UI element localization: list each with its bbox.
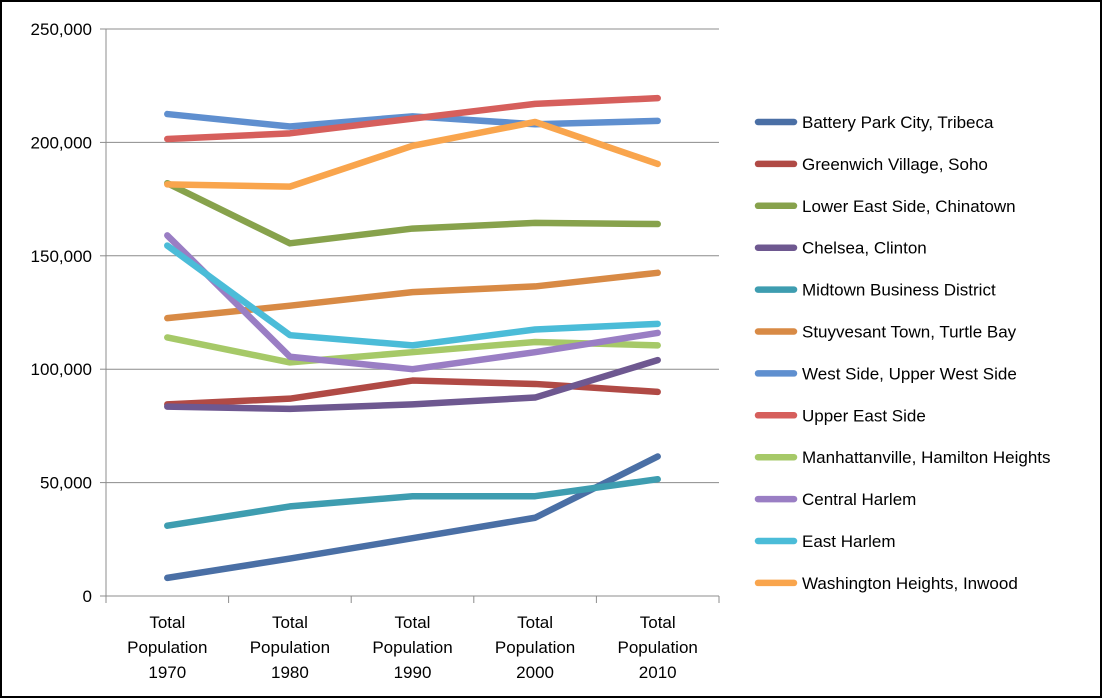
legend-label: Stuyvesant Town, Turtle Bay (802, 323, 1017, 342)
y-tick-label: 0 (83, 587, 92, 606)
series-line (164, 94, 661, 143)
y-tick-label: 250,000 (31, 20, 92, 39)
y-tick-label: 200,000 (31, 133, 92, 152)
legend-label: Upper East Side (802, 406, 926, 425)
legend-label: Greenwich Village, Soho (802, 155, 988, 174)
x-category-label: Total Population 2000 (495, 613, 575, 682)
y-tick-label: 100,000 (31, 360, 92, 379)
x-category-label: Total Population 1970 (127, 613, 207, 682)
legend-label: West Side, Upper West Side (802, 364, 1017, 383)
legend-label: Manhattanville, Hamilton Heights (802, 448, 1051, 467)
series-line (164, 356, 661, 413)
x-axis: Total Population 1970 Total Population 1980 To… (105, 595, 720, 682)
series-line (164, 179, 661, 247)
legend-label: Chelsea, Clinton (802, 239, 927, 258)
series-line (164, 118, 661, 190)
series-line (164, 475, 661, 529)
legend-label: Lower East Side, Chinatown (802, 197, 1016, 216)
legend-label: Central Harlem (802, 490, 916, 509)
y-tick-label: 50,000 (40, 474, 92, 493)
series-line (164, 269, 661, 322)
y-axis: 0 50,000 100,000 150,000 200,000 250,000 (31, 20, 107, 606)
legend-label: East Harlem (802, 532, 896, 551)
series-line (164, 453, 661, 582)
x-category-label: Total Population 1980 (250, 613, 330, 682)
y-tick-label: 150,000 (31, 247, 92, 266)
series-line (164, 232, 661, 373)
series-lines (164, 94, 661, 582)
x-category-label: Total Population 1990 (372, 613, 452, 682)
x-category-label: Total Population 2010 (618, 613, 698, 682)
legend-label: Midtown Business District (802, 281, 996, 300)
legend-label: Battery Park City, Tribeca (802, 113, 994, 132)
series-line (164, 242, 661, 349)
legend-label: Washington Heights, Inwood (802, 574, 1018, 593)
legend: Battery Park City, Tribeca Greenwich Vill… (754, 113, 1051, 593)
